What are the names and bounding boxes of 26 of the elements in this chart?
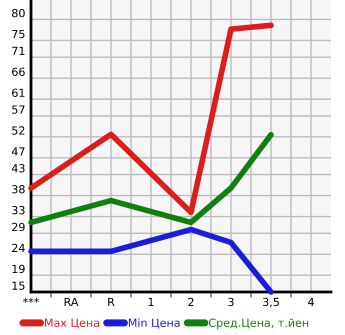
x-tick-label: 3 [228, 298, 234, 306]
y-tick-label: 38 [12, 185, 25, 194]
y-tick-label: 15 [12, 282, 24, 290]
y-tick-label: 33 [12, 206, 25, 214]
x-tick-label: RA [64, 298, 78, 306]
y-tick-label: 52 [12, 126, 24, 135]
legend-label: Сред.Цена, т.йен [208, 318, 308, 330]
y-tick-label: 71 [12, 46, 24, 55]
x-tick-label: 3,5 [263, 298, 279, 308]
x-tick-label: 1 [148, 298, 154, 306]
x-tick-label: 2 [188, 298, 194, 306]
y-tick-label: 24 [12, 244, 25, 252]
y-tick-label: 61 [12, 88, 24, 97]
y-tick-label: 57 [12, 105, 24, 114]
legend-label: Min Цена [128, 318, 180, 329]
y-tick-label: 43 [12, 164, 25, 172]
x-tick-label: 4 [308, 298, 314, 306]
y-tick-label: 19 [12, 264, 25, 274]
y-tick-label: 66 [12, 68, 25, 76]
y-tick-label: 80 [12, 8, 25, 18]
y-tick-label: 29 [12, 222, 25, 232]
y-tick-label: 47 [12, 147, 24, 156]
x-tick-label: R [108, 298, 115, 306]
legend-label: Max Цена [45, 318, 100, 329]
y-tick-label: 75 [12, 30, 24, 38]
x-tick-label: *** [23, 298, 39, 303]
